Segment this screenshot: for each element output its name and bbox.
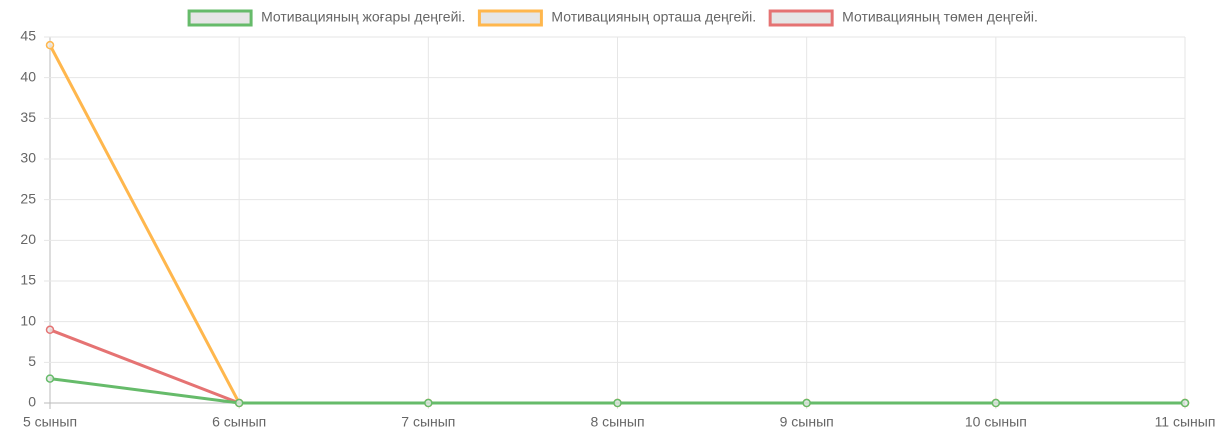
data-point <box>613 398 622 408</box>
y-tick-label: 40 <box>20 68 36 84</box>
legend: Мотивацияның жоғары деңгейі. Мотивацияның… <box>187 9 1038 27</box>
y-tick-label: 35 <box>20 109 36 125</box>
x-tick-label: 7 сынып <box>401 414 455 430</box>
legend-label: Мотивацияның жоғары деңгейі. <box>261 9 465 25</box>
x-tick-label: 11 сынып <box>1155 414 1216 430</box>
y-tick-label: 45 <box>20 28 36 44</box>
y-tick-label: 20 <box>20 231 36 247</box>
x-tick-label: 5 сынып <box>23 414 77 430</box>
y-tick-label: 0 <box>28 394 36 410</box>
x-tick-label: 8 сынып <box>590 414 644 430</box>
y-tick-label: 10 <box>20 312 36 328</box>
legend-swatch <box>768 9 834 27</box>
y-tick-label: 5 <box>28 353 36 369</box>
data-point <box>45 40 55 50</box>
legend-swatch <box>477 9 543 27</box>
legend-label: Мотивацияның төмен деңгейі. <box>842 9 1038 25</box>
y-tick-label: 25 <box>20 190 36 206</box>
legend-swatch <box>187 9 253 27</box>
legend-label: Мотивацияның орташа деңгейі. <box>551 9 756 25</box>
x-tick-label: 9 сынып <box>780 414 834 430</box>
y-tick-label: 30 <box>20 150 36 166</box>
x-tick-label: 6 сынып <box>212 414 266 430</box>
x-tick-label: 10 сынып <box>965 414 1027 430</box>
data-point <box>234 398 244 408</box>
data-point <box>424 398 433 408</box>
data-point <box>45 325 55 335</box>
y-tick-label: 15 <box>20 272 36 288</box>
data-point <box>1180 398 1190 408</box>
data-point <box>991 398 1001 408</box>
data-point <box>802 398 811 408</box>
data-point <box>45 374 55 383</box>
